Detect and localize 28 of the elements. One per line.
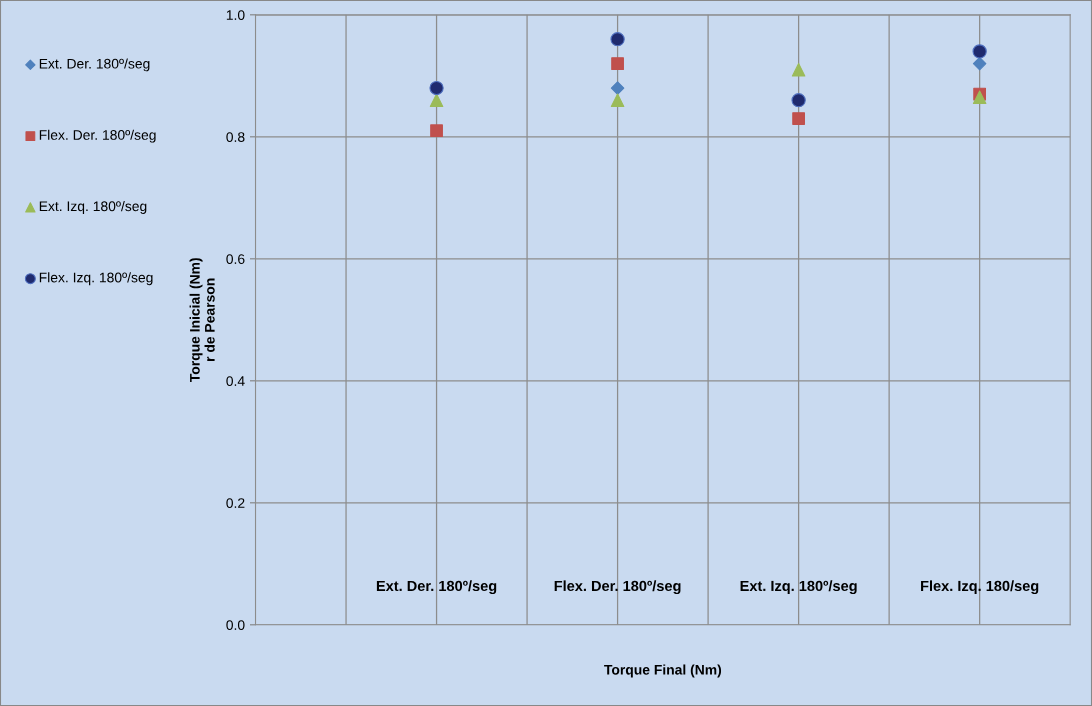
y-tick-label: 0.4 — [226, 376, 245, 386]
point — [792, 112, 805, 125]
point — [791, 93, 806, 108]
point — [611, 57, 624, 70]
legend-label: Ext. Izq. 180º/seg — [39, 200, 147, 214]
legend-label: Ext. Der. 180º/seg — [39, 58, 150, 72]
y-tick-label: 0.0 — [226, 620, 245, 630]
legend-label: Flex. Der. 180º/seg — [39, 129, 156, 143]
legend-label: Flex. Izq. 180º/seg — [39, 272, 153, 286]
y-tick-label: 0.8 — [226, 132, 245, 142]
y-tick-label: 0.6 — [226, 254, 245, 264]
y-tick-label: 0.2 — [226, 498, 245, 508]
x-tick-label: Flex. Izq. 180/seg — [921, 580, 1039, 595]
point — [429, 80, 444, 96]
point — [429, 93, 444, 107]
x-tick-label: Ext. Izq. 180º/seg — [740, 580, 857, 595]
point — [972, 44, 987, 59]
x-tick-label: Ext. Der. 180º/seg — [376, 580, 497, 595]
point — [610, 93, 625, 107]
point — [972, 56, 987, 71]
point — [610, 81, 625, 95]
x-axis-title: Torque Final (Nm) — [604, 664, 722, 678]
point — [610, 32, 625, 47]
point — [791, 62, 806, 77]
y-tick-label: 1.0 — [226, 10, 245, 20]
y-axis-title: Torque Inicial (Nm) r de Pearson — [189, 258, 215, 383]
x-tick-label: Flex. Der. 180º/seg — [554, 580, 681, 595]
point — [430, 124, 443, 138]
